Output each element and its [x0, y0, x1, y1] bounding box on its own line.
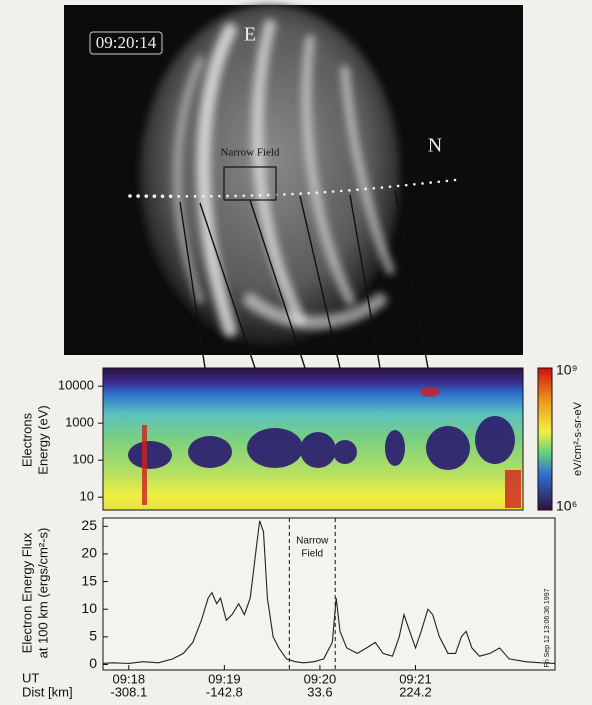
track-dot: [218, 194, 221, 198]
y-axis-label: Energy (eV): [35, 405, 50, 474]
track-dot: [193, 195, 197, 198]
mapping-line: [299, 195, 341, 369]
y-tick-label: 15: [81, 572, 97, 588]
direction-label: N: [428, 135, 442, 157]
track-dot: [413, 182, 416, 186]
satellite-track: [128, 178, 457, 199]
colorbar-tick-label: 10⁹: [556, 362, 578, 378]
track-dot: [185, 195, 189, 198]
track-dot: [226, 194, 229, 198]
y-axis-label: at 100 km (ergs/cm²-s): [35, 528, 50, 659]
track-dot: [396, 184, 400, 188]
track-dot: [453, 178, 457, 182]
y-tick-label: 100: [72, 452, 94, 467]
spectrogram-features: [128, 416, 515, 470]
y-tick-label: 10000: [58, 378, 94, 393]
track-dot: [331, 190, 335, 193]
annotation: Narrow: [296, 536, 329, 547]
track-dot: [283, 193, 286, 196]
track-dot: [323, 190, 327, 194]
track-dot: [234, 194, 237, 198]
x-tick-label: 09:18: [113, 671, 146, 686]
mapping-line: [249, 199, 306, 369]
mapping-lines: [179, 189, 429, 369]
track-dot: [152, 194, 157, 199]
x-tick-dist: 33.6: [307, 684, 332, 699]
y-tick-label: 1000: [65, 415, 94, 430]
y-tick-label: 0: [89, 655, 97, 671]
x-row-label: Dist [km]: [22, 684, 73, 699]
track-dot: [380, 186, 384, 189]
aurora-image: Narrow Field 09:20:14 E N: [64, 5, 523, 355]
y-tick-label: 5: [89, 628, 97, 644]
track-dot: [356, 188, 359, 191]
track-dot: [315, 191, 319, 194]
colorbar-tick-label: 10⁶: [556, 498, 577, 514]
box-label: Narrow Field: [221, 147, 280, 159]
x-tick-label: 09:19: [208, 671, 241, 686]
track-dot: [136, 194, 140, 198]
track-dot: [258, 194, 262, 197]
track-dot: [388, 185, 392, 189]
y-tick-label: 20: [81, 545, 97, 561]
track-dot: [404, 183, 408, 187]
x-tick-label: 09:20: [304, 671, 337, 686]
x-row-label: UT: [22, 670, 39, 685]
x-tick-dist: -142.8: [206, 684, 243, 699]
timestamp: 09:20:14: [96, 33, 157, 52]
track-dot: [307, 191, 311, 195]
track-dot: [242, 194, 246, 198]
track-dot: [160, 194, 165, 199]
track-dot: [372, 186, 376, 190]
x-tick-dist: 224.2: [399, 684, 432, 699]
y-axis-label: Electrons: [19, 412, 34, 467]
x-tick-label: 09:21: [399, 671, 432, 686]
mapping-line: [199, 202, 256, 369]
spectrogram-hotspots: [142, 387, 521, 508]
track-dot: [144, 194, 149, 198]
timestamp-frame: [89, 31, 163, 55]
y-axis-label: Electron Energy Flux: [19, 532, 34, 653]
plot-frame: [102, 517, 556, 671]
annotation: Field: [301, 549, 323, 560]
track-dot: [201, 194, 205, 198]
spectrogram-frame: [102, 367, 524, 511]
y-tick-label: 10: [81, 600, 97, 616]
auroral-arcs: [173, 19, 395, 337]
mapping-line: [179, 201, 206, 369]
track-dot: [429, 181, 432, 184]
y-tick-label: 10: [80, 489, 94, 504]
colorbar: [537, 367, 553, 511]
mapping-line: [349, 194, 381, 369]
colorbar-label: eV/cm²-s-sr-eV: [572, 401, 584, 476]
track-dot: [177, 195, 181, 198]
track-dot: [339, 189, 343, 193]
track-dot: [128, 194, 132, 198]
track-dot: [266, 193, 270, 197]
track-dot: [445, 179, 449, 183]
spectrogram: 10⁹ 10⁶ eV/cm²-s-sr-eV Electrons Energy …: [19, 362, 583, 514]
track-dot: [209, 194, 213, 198]
mapping-line: [394, 189, 429, 369]
flux-chart: Electron Energy Flux at 100 km (ergs/cm²…: [19, 517, 556, 699]
x-tick-dist: -308.1: [110, 684, 147, 699]
track-dot: [299, 192, 302, 195]
y-tick-label: 25: [81, 517, 97, 533]
track-dot: [250, 194, 254, 197]
track-dot: [348, 189, 351, 192]
track-dot: [421, 182, 424, 185]
track-dot: [437, 180, 441, 184]
track-dot: [364, 187, 367, 191]
direction-label: E: [244, 24, 256, 46]
track-dot: [291, 192, 294, 196]
flux-line: [102, 520, 556, 664]
track-dot: [168, 194, 173, 199]
plot-stamp: Fri Sep 12 13:06:36 1997: [544, 588, 551, 667]
